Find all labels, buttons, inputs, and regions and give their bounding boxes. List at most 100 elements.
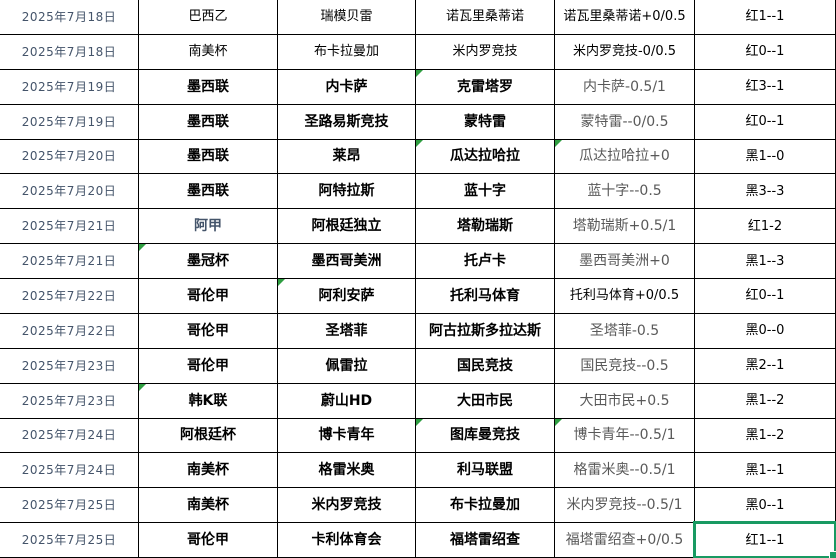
away-team-cell[interactable]: 国民竞技 — [416, 348, 555, 384]
date-cell[interactable]: 2025年7月24日 — [0, 418, 139, 454]
result-cell[interactable]: 黑1--0 — [695, 139, 836, 175]
result-cell[interactable]: 黑1--3 — [695, 244, 836, 279]
home-team-cell[interactable]: 阿根廷独立 — [278, 209, 416, 245]
home-team-cell[interactable]: 米内罗竞技 — [278, 488, 416, 524]
result-cell[interactable]: 红0--1 — [695, 104, 836, 140]
league-cell[interactable]: 哥伦甲 — [139, 313, 278, 349]
handicap-cell[interactable]: 福塔雷绍查+0/0.5 — [555, 523, 695, 558]
date-cell[interactable]: 2025年7月20日 — [0, 174, 139, 210]
result-cell[interactable]: 红0--1 — [695, 279, 836, 314]
home-team-cell[interactable]: 卡利体育会 — [278, 523, 416, 558]
home-team-cell[interactable]: 内卡萨 — [278, 69, 416, 105]
away-team-cell[interactable]: 布卡拉曼加 — [416, 488, 555, 524]
handicap-cell[interactable]: 蓝十字--0.5 — [555, 174, 695, 210]
league-cell[interactable]: 墨西联 — [139, 69, 278, 105]
home-team-cell-text: 莱昂 — [332, 148, 361, 165]
result-cell[interactable]: 红1--1 — [695, 0, 836, 35]
date-cell[interactable]: 2025年7月19日 — [0, 104, 139, 140]
result-cell[interactable]: 红1-2 — [695, 209, 836, 245]
home-team-cell[interactable]: 瑞模贝雷 — [278, 0, 416, 35]
home-team-cell[interactable]: 墨西哥美洲 — [278, 244, 416, 279]
away-team-cell[interactable]: 米内罗竞技 — [416, 34, 555, 70]
away-team-cell[interactable]: 瓜达拉哈拉 — [416, 139, 555, 175]
league-cell[interactable]: 南美杯 — [139, 488, 278, 524]
league-cell[interactable]: 墨西联 — [139, 174, 278, 210]
result-cell[interactable]: 红1--1 — [693, 521, 836, 558]
handicap-cell[interactable]: 诺瓦里桑蒂诺+0/0.5 — [555, 0, 695, 35]
home-team-cell[interactable]: 博卡青年 — [278, 418, 416, 454]
home-team-cell[interactable]: 格雷米奥 — [278, 453, 416, 489]
date-cell[interactable]: 2025年7月21日 — [0, 209, 139, 245]
handicap-cell[interactable]: 米内罗竞技-0/0.5 — [555, 34, 695, 70]
away-team-cell[interactable]: 大田市民 — [416, 383, 555, 419]
result-cell[interactable]: 红0--1 — [695, 34, 836, 70]
handicap-cell[interactable]: 大田市民+0.5 — [555, 383, 695, 419]
handicap-cell[interactable]: 米内罗竞技--0.5/1 — [555, 488, 695, 524]
away-team-cell[interactable]: 蒙特雷 — [416, 104, 555, 140]
handicap-cell[interactable]: 格雷米奥--0.5/1 — [555, 453, 695, 489]
league-cell[interactable]: 韩K联 — [139, 383, 278, 419]
date-cell[interactable]: 2025年7月25日 — [0, 488, 139, 524]
league-cell[interactable]: 墨西联 — [139, 139, 278, 175]
handicap-cell[interactable]: 博卡青年--0.5/1 — [555, 418, 695, 454]
away-team-cell[interactable]: 福塔雷绍查 — [416, 523, 555, 558]
date-cell[interactable]: 2025年7月25日 — [0, 523, 139, 558]
away-team-cell[interactable]: 阿古拉斯多拉达斯 — [416, 313, 555, 349]
handicap-cell[interactable]: 墨西哥美洲+0 — [555, 244, 695, 279]
league-cell[interactable]: 南美杯 — [139, 453, 278, 489]
league-cell[interactable]: 阿甲 — [139, 209, 278, 245]
date-cell[interactable]: 2025年7月19日 — [0, 69, 139, 105]
away-team-cell[interactable]: 托利马体育 — [416, 279, 555, 314]
date-cell[interactable]: 2025年7月20日 — [0, 139, 139, 175]
handicap-cell[interactable]: 塔勒瑞斯+0.5/1 — [555, 209, 695, 245]
home-team-cell[interactable]: 阿特拉斯 — [278, 174, 416, 210]
date-cell[interactable]: 2025年7月22日 — [0, 279, 139, 314]
handicap-cell[interactable]: 瓜达拉哈拉+0 — [555, 139, 695, 175]
date-cell[interactable]: 2025年7月23日 — [0, 348, 139, 384]
table-row: 2025年7月24日 南美杯 格雷米奥 利马联盟 格雷米奥--0.5/1 黑1--1 — [0, 453, 836, 489]
result-cell[interactable]: 黑1--1 — [695, 453, 836, 489]
result-cell[interactable]: 红3--1 — [695, 69, 836, 105]
league-cell[interactable]: 阿根廷杯 — [139, 418, 278, 454]
away-team-cell[interactable]: 托卢卡 — [416, 244, 555, 279]
result-cell[interactable]: 黑0--1 — [695, 488, 836, 524]
league-cell[interactable]: 南美杯 — [139, 34, 278, 70]
date-cell[interactable]: 2025年7月18日 — [0, 0, 139, 35]
handicap-cell[interactable]: 托利马体育+0/0.5 — [555, 279, 695, 314]
away-team-cell[interactable]: 诺瓦里桑蒂诺 — [416, 0, 555, 35]
league-cell[interactable]: 巴西乙 — [139, 0, 278, 35]
fill-handle[interactable] — [829, 551, 836, 558]
away-team-cell[interactable]: 蓝十字 — [416, 174, 555, 210]
away-team-cell[interactable]: 利马联盟 — [416, 453, 555, 489]
home-team-cell[interactable]: 阿利安萨 — [278, 279, 416, 314]
league-cell[interactable]: 哥伦甲 — [139, 348, 278, 384]
date-cell[interactable]: 2025年7月24日 — [0, 453, 139, 489]
home-team-cell-text: 蔚山HD — [320, 392, 373, 409]
league-cell[interactable]: 墨西联 — [139, 104, 278, 140]
league-cell[interactable]: 哥伦甲 — [139, 523, 278, 558]
handicap-cell[interactable]: 蒙特雷--0/0.5 — [555, 104, 695, 140]
date-cell[interactable]: 2025年7月22日 — [0, 313, 139, 349]
league-cell[interactable]: 墨冠杯 — [139, 244, 278, 279]
away-team-cell[interactable]: 图库曼竞技 — [416, 418, 555, 454]
home-team-cell[interactable]: 圣路易斯竞技 — [278, 104, 416, 140]
handicap-cell[interactable]: 国民竞技--0.5 — [555, 348, 695, 384]
result-cell[interactable]: 黑0--0 — [695, 313, 836, 349]
away-team-cell[interactable]: 塔勒瑞斯 — [416, 209, 555, 245]
home-team-cell[interactable]: 蔚山HD — [278, 383, 416, 419]
handicap-cell[interactable]: 内卡萨-0.5/1 — [555, 69, 695, 105]
league-cell[interactable]: 哥伦甲 — [139, 279, 278, 314]
away-team-cell[interactable]: 克雷塔罗 — [416, 69, 555, 105]
result-cell[interactable]: 黑1--2 — [695, 418, 836, 454]
result-cell[interactable]: 黑2--1 — [695, 348, 836, 384]
date-cell[interactable]: 2025年7月21日 — [0, 244, 139, 279]
home-team-cell[interactable]: 圣塔菲 — [278, 313, 416, 349]
date-cell[interactable]: 2025年7月18日 — [0, 34, 139, 70]
home-team-cell[interactable]: 布卡拉曼加 — [278, 34, 416, 70]
date-cell[interactable]: 2025年7月23日 — [0, 383, 139, 419]
result-cell[interactable]: 黑3--3 — [695, 174, 836, 210]
result-cell[interactable]: 黑1--2 — [695, 383, 836, 419]
home-team-cell[interactable]: 莱昂 — [278, 139, 416, 175]
home-team-cell[interactable]: 佩雷拉 — [278, 348, 416, 384]
handicap-cell[interactable]: 圣塔菲-0.5 — [555, 313, 695, 349]
